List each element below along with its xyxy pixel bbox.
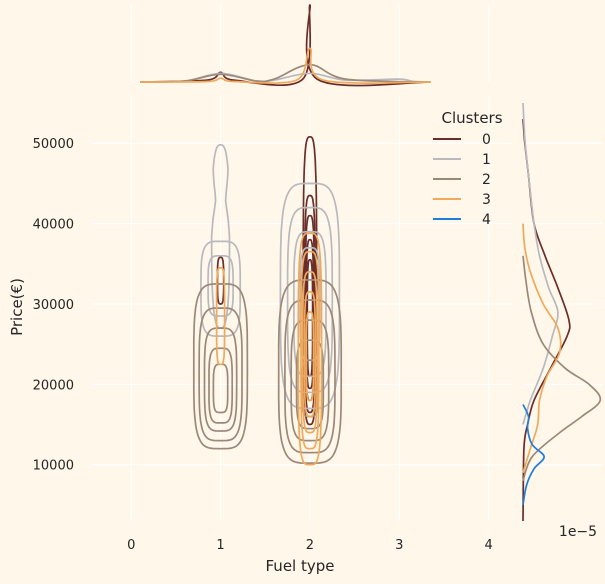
y-tick-label-0: 10000 (33, 459, 74, 474)
y-tick-labels: 10000 20000 30000 40000 50000 (33, 137, 74, 474)
y-tick-label-3: 40000 (33, 218, 74, 233)
legend-label-0: 0 (482, 132, 491, 148)
contour-cluster-1-2 (207, 254, 234, 317)
contour-cluster-0-3 (305, 238, 315, 390)
marginal-y-curve-cluster-3 (522, 223, 562, 474)
contour-cluster-1-4 (286, 206, 334, 394)
contour-cluster-2-3 (208, 347, 234, 424)
contour-cluster-3-2 (301, 270, 318, 434)
legend-entries: 0 1 2 3 4 (433, 132, 491, 228)
x-tick-labels: 0 1 2 3 4 (127, 538, 493, 553)
legend-label-1: 1 (482, 152, 491, 168)
contour-cluster-3-0 (297, 232, 323, 466)
marginal-y-curves (522, 102, 602, 522)
legend-title: Clusters (441, 109, 502, 127)
marginal-y-curve-cluster-2 (522, 255, 602, 482)
y-tick-label-2: 30000 (33, 298, 74, 313)
kde-contours (192, 135, 343, 466)
contour-cluster-2-0 (192, 283, 249, 450)
legend-label-3: 3 (482, 192, 491, 208)
marginal-y-scale-label: 1e−5 (559, 524, 597, 540)
marginal-x-curve-cluster-3 (140, 47, 431, 84)
x-tick-label-2: 2 (306, 538, 314, 553)
marginal-x-curve-cluster-0 (140, 4, 431, 87)
contour-cluster-2-5 (277, 279, 343, 464)
marginal-x-curves (140, 4, 431, 87)
contour-cluster-2-6 (284, 299, 336, 454)
contour-cluster-2-1 (198, 307, 243, 442)
contour-cluster-2-4 (212, 363, 229, 414)
legend-label-2: 2 (482, 172, 491, 188)
contour-cluster-2-2 (203, 327, 238, 432)
contour-cluster-2-7 (290, 319, 330, 442)
contour-cluster-1-1 (200, 240, 242, 337)
contour-cluster-3-4 (305, 311, 315, 402)
marginal-y-curve-cluster-1 (522, 102, 559, 425)
joint-plot-area (91, 95, 511, 521)
legend-label-4: 4 (482, 212, 491, 228)
marginal-x-plot (130, 4, 490, 87)
contour-cluster-3-3 (303, 291, 317, 418)
x-tick-label-3: 3 (395, 538, 403, 553)
x-tick-label-4: 4 (485, 538, 493, 553)
marginal-x-curve-cluster-2 (140, 63, 431, 83)
x-tick-label-1: 1 (216, 538, 224, 553)
x-axis-label: Fuel type (266, 557, 335, 575)
legend: Clusters 0 1 2 3 4 (433, 109, 503, 228)
contour-cluster-3-5 (215, 266, 226, 366)
contour-cluster-1-3 (279, 182, 341, 410)
marginal-y-plot (522, 102, 602, 522)
y-tick-label-1: 20000 (33, 378, 74, 393)
y-tick-label-4: 50000 (33, 137, 74, 152)
x-tick-label-0: 0 (127, 538, 135, 553)
y-axis-label: Price(€) (8, 278, 26, 336)
marginal-y-curve-cluster-4 (522, 404, 545, 506)
contour-cluster-3-1 (300, 250, 320, 450)
contour-cluster-1-0 (210, 143, 231, 329)
